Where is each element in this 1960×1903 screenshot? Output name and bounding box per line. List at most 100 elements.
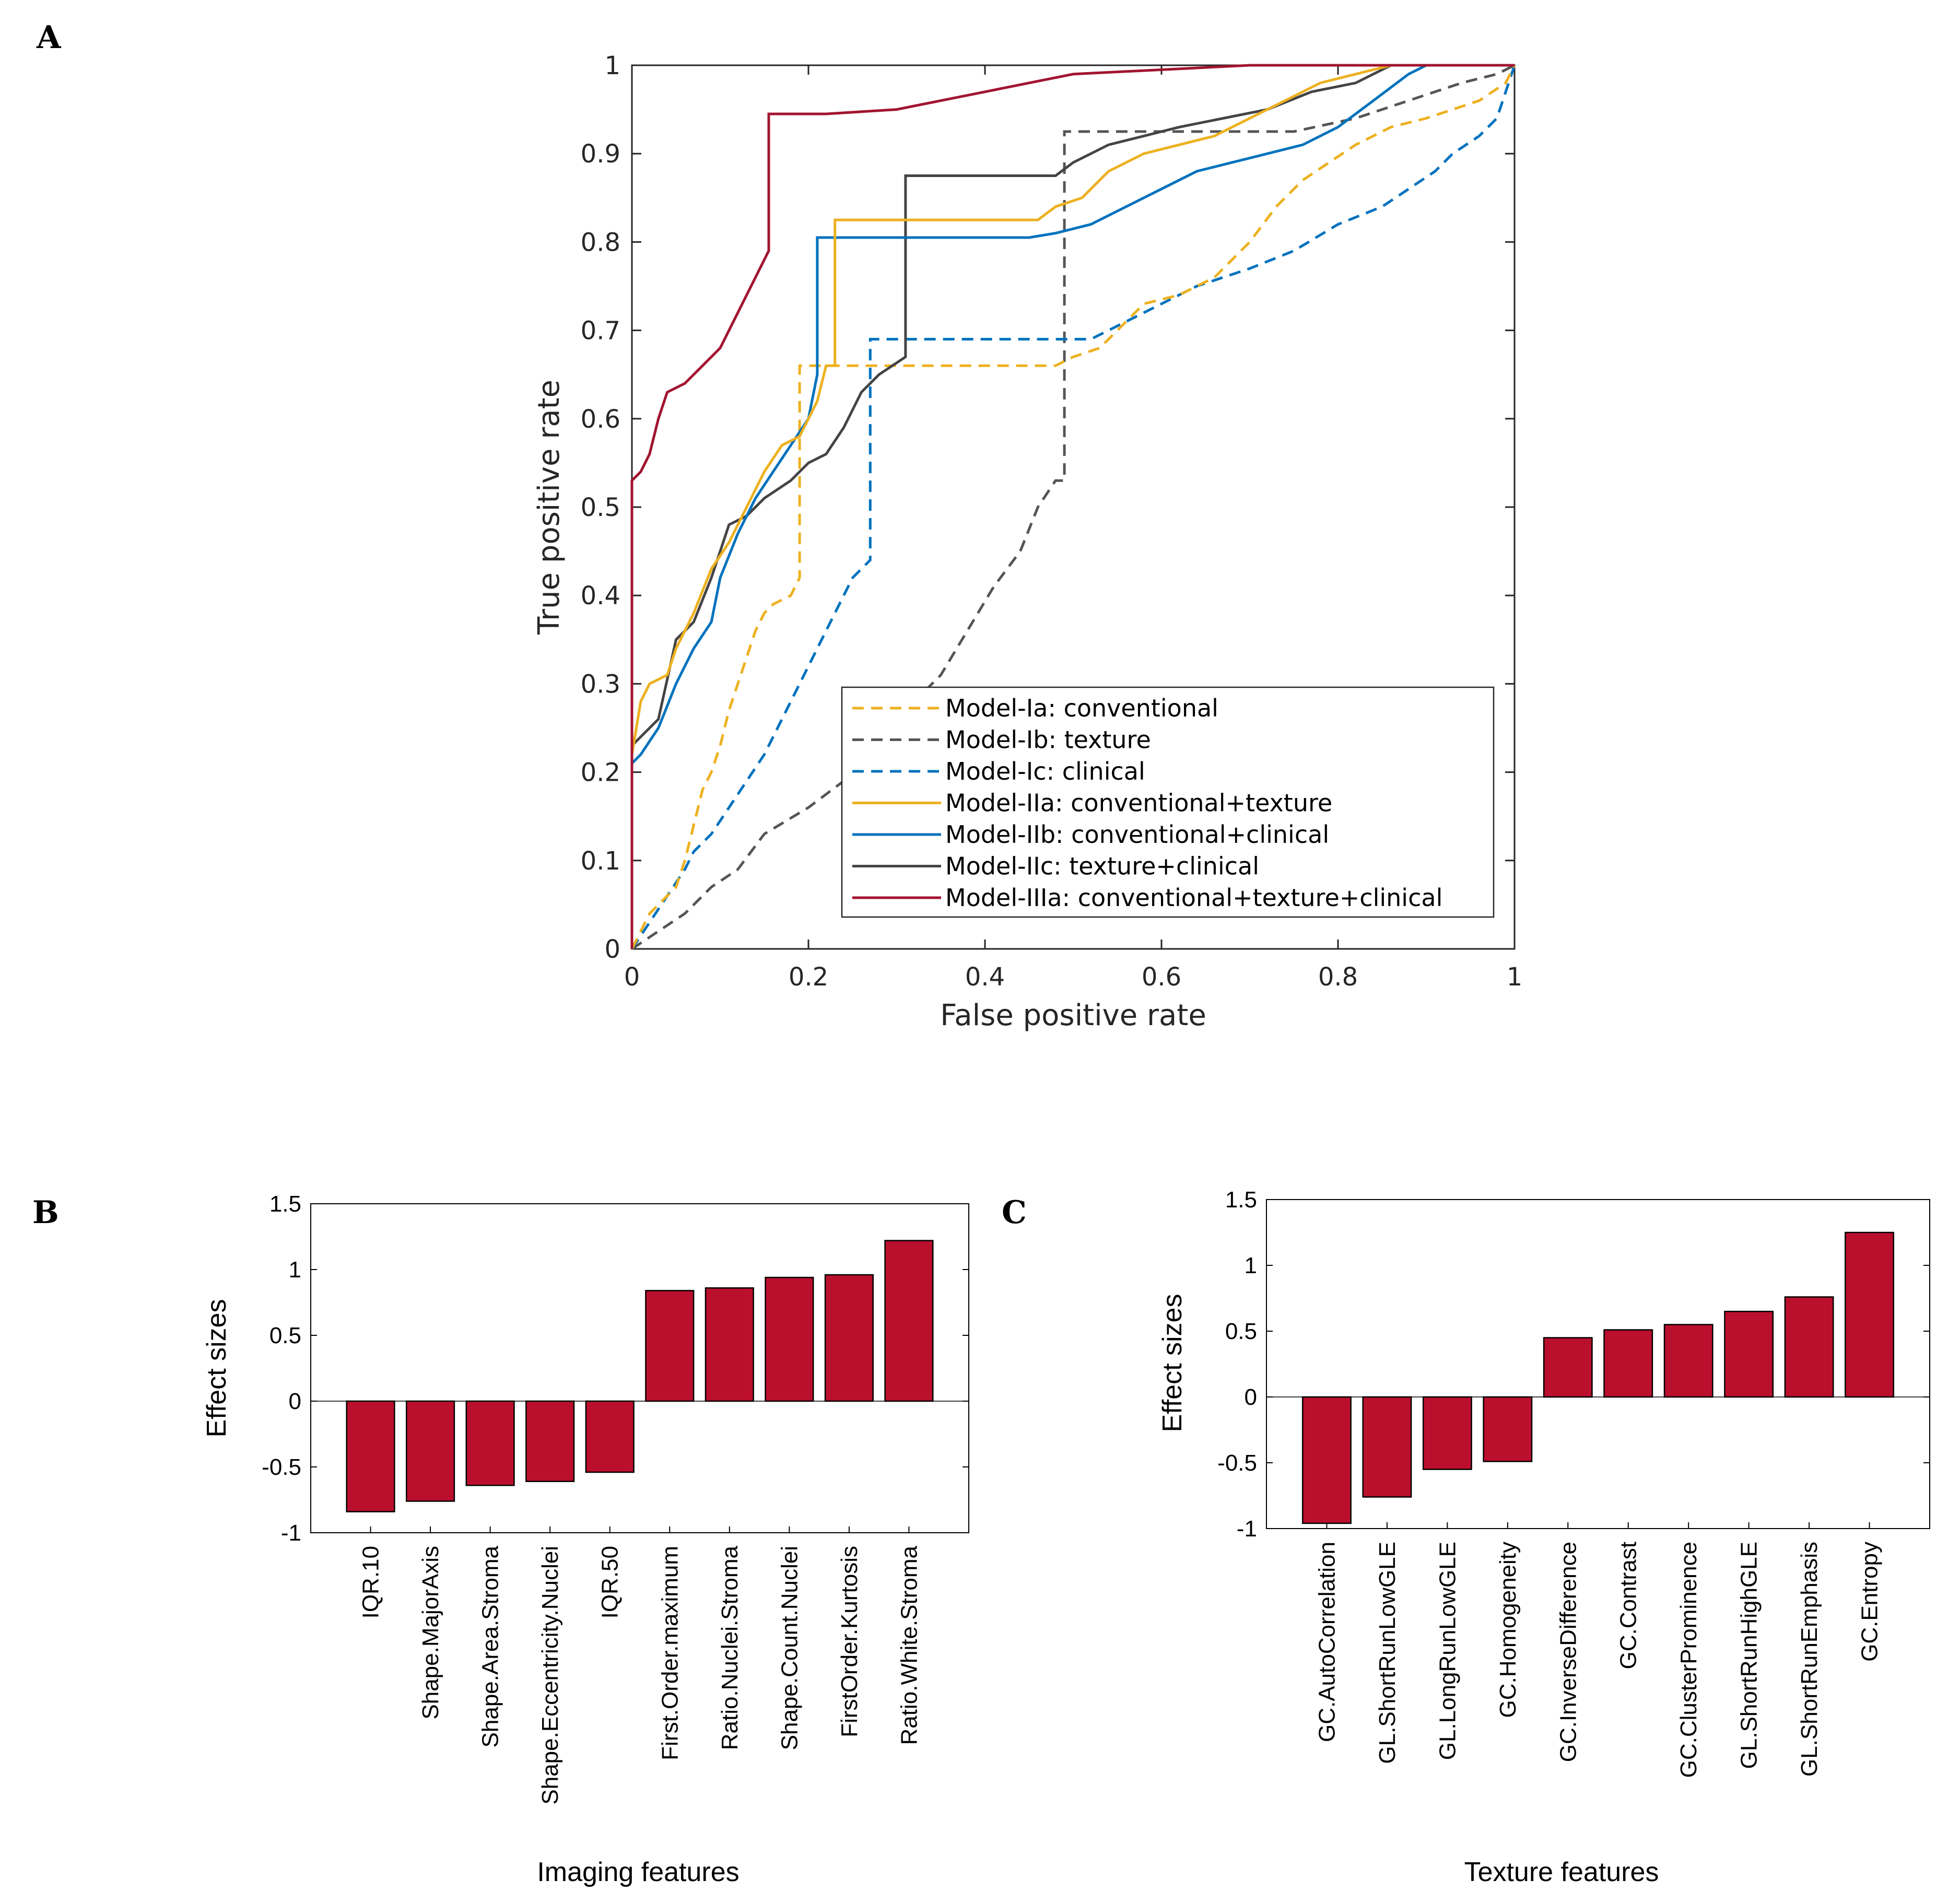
bar xyxy=(1603,1329,1653,1398)
bar xyxy=(1784,1296,1834,1398)
bar-ytick-label: 1.5 xyxy=(1225,1187,1257,1213)
bar-ytick-label: -0.5 xyxy=(262,1454,301,1480)
bar-b-categories: IQR.10 Shape.MajorAxis Shape.Area.Stroma Sh… xyxy=(358,1545,922,1804)
roc-ytick-label: 0.4 xyxy=(581,581,620,610)
bar-category-label: Ratio.Nuclei.Stroma xyxy=(717,1545,743,1750)
roc-ytick-label: 0 xyxy=(604,935,620,964)
roc-ytick-label: 0.2 xyxy=(581,758,620,788)
bar-ytick-label: -1 xyxy=(281,1520,301,1546)
bar-ytick-label: -1 xyxy=(1237,1516,1257,1542)
roc-series-line-6 xyxy=(630,64,1515,949)
bar xyxy=(1663,1324,1713,1398)
bar-ytick-label: 1.5 xyxy=(269,1191,301,1217)
bar-category-label: IQR.50 xyxy=(597,1546,623,1618)
roc-legend-box xyxy=(841,686,1495,918)
bar xyxy=(1724,1310,1774,1398)
roc-ytick-label: 0.1 xyxy=(581,847,620,876)
bar-b-xlabel: Imaging features xyxy=(537,1857,739,1887)
roc-xtick-label: 0.8 xyxy=(1318,962,1358,992)
bar-category-label: GL.ShortRunLowGLE xyxy=(1375,1542,1400,1764)
roc-ytick-label: 0.7 xyxy=(581,316,620,346)
bar xyxy=(705,1287,754,1402)
panel-label-a: A xyxy=(36,19,62,56)
roc-legend-entry: Model-IIa: conventional+texture xyxy=(945,789,1332,817)
roc-legend-entry: Model-IIIa: conventional+texture+clinica… xyxy=(945,884,1442,912)
bar-category-label: GC.Entropy xyxy=(1857,1542,1883,1662)
bar-category-label: GL.ShortRunHighGLE xyxy=(1736,1542,1762,1769)
bar-b-bars xyxy=(346,1240,934,1512)
bar xyxy=(1362,1396,1412,1498)
bar-ytick-label: -0.5 xyxy=(1217,1450,1257,1476)
panel-label-b: B xyxy=(32,1194,59,1231)
bar-category-label: GC.Homogeneity xyxy=(1495,1542,1521,1718)
bar-category-label: GL.LongRunLowGLE xyxy=(1435,1542,1460,1760)
bar xyxy=(525,1400,575,1482)
roc-chart: 0 0.2 0.4 0.6 0.8 1 0 0.1 0.2 0.3 0.4 0.5 0.6 0.7 0.8 0… xyxy=(532,51,1522,1032)
bar-ytick-label: 0.5 xyxy=(269,1323,301,1348)
roc-xlabel: False positive rate xyxy=(940,999,1206,1032)
roc-ticks: 0 0.2 0.4 0.6 0.8 1 0 0.1 0.2 0.3 0.4 0.5 0.6 0.7 0.8 0… xyxy=(581,51,1523,992)
roc-series-line-4 xyxy=(630,64,1515,949)
bar-ytick-label: 0.5 xyxy=(1225,1319,1257,1344)
bar-category-label: GC.AutoCorrelation xyxy=(1314,1542,1340,1742)
roc-series-line-2 xyxy=(631,64,1516,950)
roc-xtick-label: 0.4 xyxy=(965,962,1005,992)
roc-series-line-5 xyxy=(630,64,1515,949)
bar-category-label: Ratio.White.Stroma xyxy=(896,1545,922,1745)
roc-series-line-7 xyxy=(630,64,1515,949)
roc-xtick-label: 1 xyxy=(1507,962,1523,992)
bar-category-label: Shape.Count.Nuclei xyxy=(777,1546,802,1750)
roc-ytick-label: 1 xyxy=(604,51,620,80)
roc-legend-entry: Model-Ia: conventional xyxy=(945,694,1218,722)
bar xyxy=(1845,1231,1894,1398)
bar-category-label: FirstOrder.Kurtosis xyxy=(837,1546,862,1737)
bar xyxy=(1543,1337,1593,1398)
bar-ytick-label: 1 xyxy=(289,1257,301,1283)
bar-category-label: Shape.MajorAxis xyxy=(418,1546,443,1720)
bar xyxy=(1483,1396,1533,1462)
bar-b-ticks: -1 -0.5 0 0.5 1 1.5 xyxy=(262,1191,969,1546)
roc-legend: Model-Ia: conventional Model-Ib: texture M… xyxy=(841,686,1495,918)
bar-category-label: GC.Contrast xyxy=(1616,1542,1641,1670)
bar xyxy=(645,1290,695,1402)
bar-ytick-label: 0 xyxy=(289,1389,301,1414)
bar-c-bars xyxy=(1302,1231,1894,1524)
bar-c-categories: GC.AutoCorrelation GL.ShortRunLowGLE GL.Lo… xyxy=(1314,1542,1882,1778)
roc-ytick-label: 0.8 xyxy=(581,228,620,257)
roc-series-line-1 xyxy=(630,64,1516,950)
bar-category-label: Shape.Area.Stroma xyxy=(478,1545,503,1747)
bar-b-ylabel: Effect sizes xyxy=(202,1299,232,1438)
bar xyxy=(346,1400,395,1512)
bar xyxy=(406,1400,455,1502)
bar xyxy=(1302,1396,1352,1524)
bar-ytick-label: 1 xyxy=(1245,1253,1257,1278)
bar-c-ylabel: Effect sizes xyxy=(1157,1294,1188,1432)
roc-ytick-label: 0.6 xyxy=(581,405,620,434)
bar-category-label: GC.InverseDifference xyxy=(1555,1542,1581,1762)
panel-label-c: C xyxy=(1002,1194,1027,1231)
bar xyxy=(824,1274,874,1402)
bar xyxy=(585,1400,635,1473)
roc-lines xyxy=(630,64,1516,950)
bar xyxy=(465,1400,515,1486)
roc-legend-entry: Model-IIb: conventional+clinical xyxy=(945,820,1329,849)
bar xyxy=(765,1276,814,1402)
roc-ytick-label: 0.5 xyxy=(581,493,620,522)
bar-chart-imaging: -1 -0.5 0 0.5 1 1.5 IQR.10 Shape.MajorAxis Shap… xyxy=(202,1191,969,1887)
bar-category-label: IQR.10 xyxy=(358,1546,384,1618)
bar-category-label: Shape.Eccentricity.Nuclei xyxy=(537,1546,563,1805)
roc-xtick-label: 0 xyxy=(624,962,640,992)
bar-chart-texture: -1 -0.5 0 0.5 1 1.5 GC.AutoCorrelation GL.Shor… xyxy=(1157,1187,1930,1887)
roc-ytick-label: 0.9 xyxy=(581,139,620,169)
bar-ytick-label: 0 xyxy=(1245,1384,1257,1410)
roc-xtick-label: 0.2 xyxy=(789,962,828,992)
roc-ylabel: True positive rate xyxy=(532,380,566,635)
roc-ytick-label: 0.3 xyxy=(581,669,620,699)
bar xyxy=(884,1240,934,1402)
roc-legend-entry: Model-Ib: texture xyxy=(945,726,1151,754)
roc-legend-entry: Model-Ic: clinical xyxy=(945,757,1145,785)
bar xyxy=(1422,1396,1472,1470)
roc-legend-entry: Model-IIc: texture+clinical xyxy=(945,852,1259,880)
bar-category-label: GC.ClusterProminence xyxy=(1676,1542,1701,1778)
